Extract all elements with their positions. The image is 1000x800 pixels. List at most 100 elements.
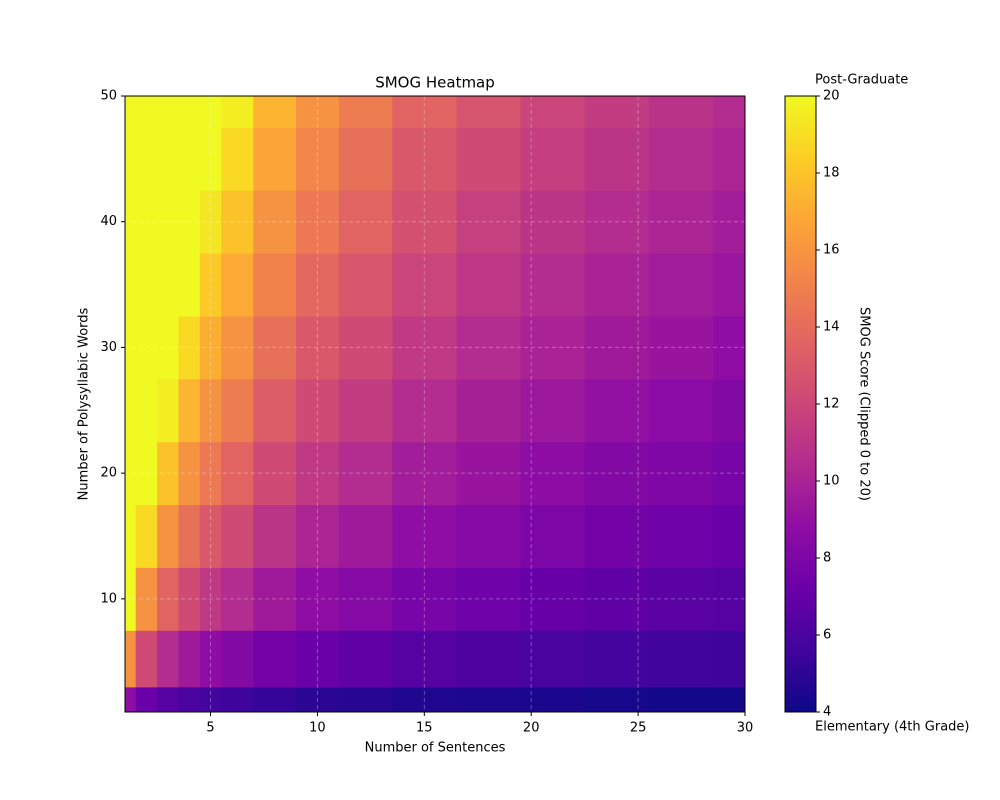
heat-cell (178, 504, 201, 568)
heat-cell (392, 504, 457, 568)
heat-cell (253, 567, 297, 631)
colorbar-label: SMOG Score (Clipped 0 to 20) (857, 307, 872, 501)
heat-cell (178, 630, 201, 688)
heat-cell (392, 127, 457, 191)
heat-cell (199, 316, 222, 380)
heat-cell (253, 316, 297, 380)
heat-cell (296, 190, 340, 254)
heat-cell (125, 127, 137, 191)
heat-cell (253, 630, 297, 688)
heat-cell (296, 441, 340, 506)
heat-cell (520, 504, 586, 568)
heat-cell (392, 190, 457, 254)
heat-cell (178, 378, 201, 443)
heat-cell (520, 127, 586, 191)
plot-frame (124, 95, 746, 713)
heat-cell (178, 567, 201, 631)
heat-cell (712, 630, 745, 688)
heat-cell (456, 686, 522, 712)
heat-cell (392, 316, 457, 380)
heat-cell (584, 378, 650, 443)
heat-cell (178, 253, 201, 317)
heat-cell (338, 686, 393, 712)
y-tick-label: 40 (100, 214, 117, 229)
heat-cell (253, 253, 297, 317)
heat-cell (135, 441, 158, 506)
heat-cell (648, 567, 714, 631)
heat-cell (178, 96, 201, 128)
colorbar-tick-label: 4 (823, 705, 831, 720)
heat-cell (648, 253, 714, 317)
colorbar-tick-label: 12 (823, 397, 840, 412)
heat-cell (296, 316, 340, 380)
x-tick-label: 5 (206, 721, 214, 736)
heat-cell (253, 441, 297, 506)
heat-cell (712, 567, 745, 631)
heat-cell (520, 567, 586, 631)
heat-cell (584, 96, 650, 128)
colorbar-bottom-label: Elementary (4th Grade) (815, 720, 969, 735)
heat-cell (199, 504, 222, 568)
heat-cell (253, 686, 297, 712)
heat-cell (199, 378, 222, 443)
heat-cell (296, 686, 340, 712)
heat-cell (584, 127, 650, 191)
x-tick-label: 15 (416, 721, 433, 736)
heat-cell (135, 127, 158, 191)
heat-cell (648, 190, 714, 254)
heat-cell (648, 686, 714, 712)
heat-cell (392, 441, 457, 506)
heat-cell (296, 567, 340, 631)
heat-cell (584, 686, 650, 712)
heat-cell (392, 567, 457, 631)
heat-cell (125, 96, 137, 128)
heat-cell (125, 190, 137, 254)
heat-cell (338, 630, 393, 688)
heat-cell (648, 441, 714, 506)
heat-cell (135, 316, 158, 380)
heat-cell (338, 127, 393, 191)
colorbar-tick-label: 18 (823, 166, 840, 181)
heat-cell (157, 441, 179, 506)
heat-cell (584, 316, 650, 380)
heat-cell (157, 253, 179, 317)
y-tick-label: 10 (100, 591, 117, 606)
heat-cell (712, 378, 745, 443)
heat-cell (584, 253, 650, 317)
heat-cell (338, 441, 393, 506)
heat-cell (178, 316, 201, 380)
heat-cell (253, 190, 297, 254)
x-tick-label: 30 (737, 721, 754, 736)
heat-cell (296, 253, 340, 317)
heat-cell (712, 504, 745, 568)
heat-cell (456, 567, 522, 631)
heat-cell (520, 686, 586, 712)
heat-cell (392, 630, 457, 688)
heat-cell (135, 190, 158, 254)
heat-cell (253, 504, 297, 568)
heat-cell (157, 316, 179, 380)
heat-cell (125, 441, 137, 506)
heat-cell (296, 630, 340, 688)
heat-cell (125, 378, 137, 443)
colorbar-tick-label: 10 (823, 474, 840, 489)
heat-cell (157, 567, 179, 631)
heat-cell (125, 630, 137, 688)
x-tick-label: 25 (630, 721, 647, 736)
heat-cell (648, 127, 714, 191)
heat-cell (338, 253, 393, 317)
heat-cell (712, 686, 745, 712)
heat-cell (178, 127, 201, 191)
heat-cell (392, 378, 457, 443)
heat-cell (338, 504, 393, 568)
heat-cell (253, 378, 297, 443)
colorbar-tick-label: 14 (823, 320, 840, 335)
heat-cell (199, 253, 222, 317)
y-tick-label: 20 (100, 466, 117, 481)
heat-cell (125, 567, 137, 631)
heat-cell (125, 253, 137, 317)
heat-cell (296, 504, 340, 568)
heat-cell (648, 504, 714, 568)
heat-cell (221, 253, 254, 317)
